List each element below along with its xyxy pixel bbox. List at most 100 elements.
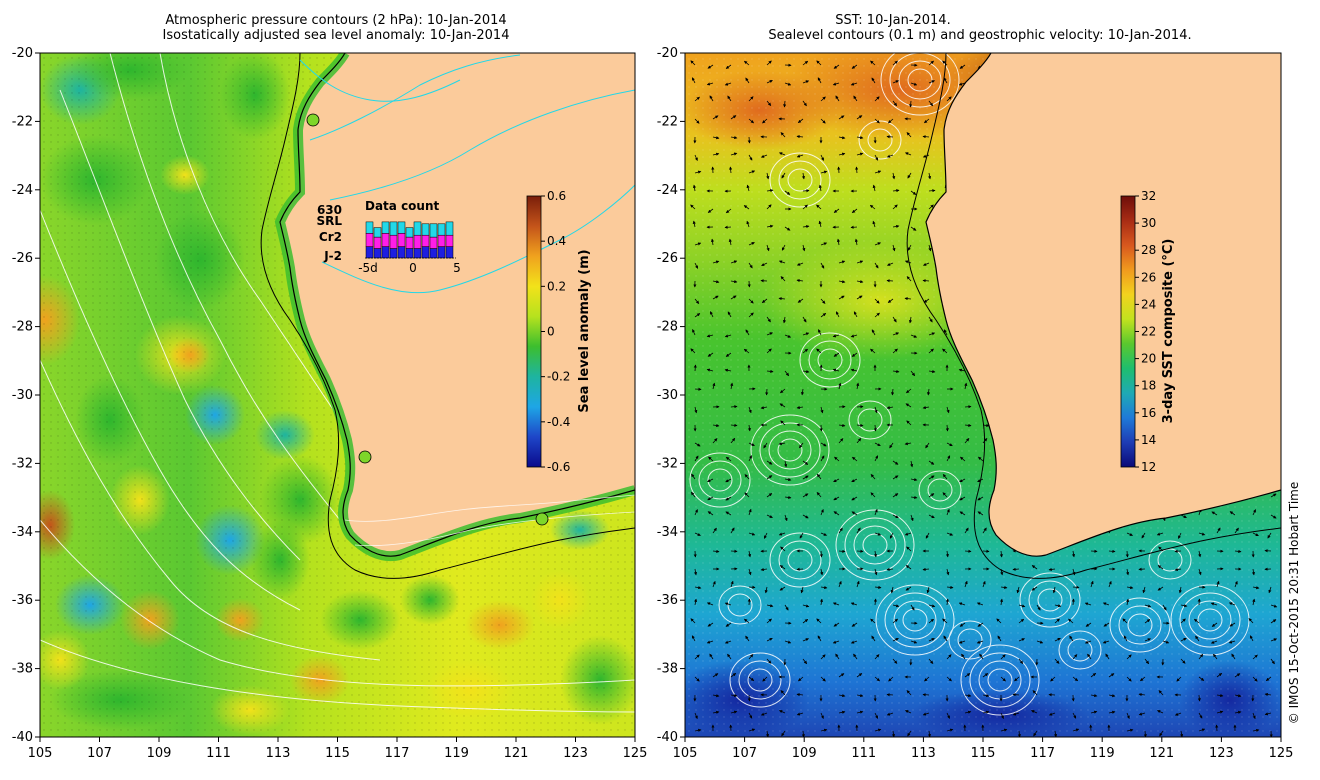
left-lon-tick-label: 123 — [563, 746, 588, 761]
data-count-bar-cr2 — [429, 236, 438, 249]
velocity-arrow — [964, 710, 972, 714]
velocity-arrow — [871, 635, 876, 642]
velocity-arrow — [886, 567, 894, 571]
velocity-arrow — [766, 188, 774, 193]
sea-level-contour — [799, 332, 861, 388]
velocity-arrow — [1084, 640, 1092, 644]
velocity-arrow — [725, 352, 732, 357]
velocity-arrow — [819, 550, 823, 558]
right-lon-tick-label: 125 — [1269, 746, 1294, 761]
velocity-arrow — [748, 442, 755, 446]
velocity-arrow — [835, 311, 840, 318]
velocity-arrow — [1090, 710, 1098, 714]
velocity-arrow — [905, 710, 912, 714]
velocity-arrow — [833, 208, 840, 213]
velocity-arrow — [1054, 658, 1060, 664]
velocity-arrow — [816, 618, 822, 624]
velocity-arrow — [725, 496, 732, 501]
velocity-arrow — [727, 311, 732, 318]
velocity-arrow — [729, 166, 733, 174]
data-count-title: Data count — [365, 199, 440, 213]
velocity-arrow — [958, 640, 966, 644]
velocity-arrow — [871, 77, 876, 84]
velocity-arrow — [943, 329, 948, 336]
velocity-arrow — [999, 598, 1004, 606]
right-lat-ticks: -20 -22 -24 -26 -28 -30 -32 -34 -36 -38 -40 — [657, 46, 685, 745]
velocity-arrow — [1126, 568, 1130, 576]
velocity-arrow — [690, 618, 696, 624]
velocity-arrow — [905, 586, 912, 591]
velocity-arrow — [851, 208, 858, 214]
velocity-arrow — [745, 635, 750, 642]
velocity-arrow — [1031, 565, 1038, 570]
velocity-arrow — [820, 242, 828, 246]
left-lat-ticks: -20 -22 -24 -26 -28 -30 -32 -34 -36 -38 -40 — [12, 46, 40, 745]
velocity-arrow — [712, 382, 716, 390]
velocity-arrow — [797, 676, 804, 682]
velocity-arrow — [892, 475, 899, 480]
velocity-arrow — [961, 653, 966, 660]
velocity-arrow — [928, 244, 932, 252]
velocity-arrow — [1180, 618, 1186, 624]
left-lon-tick-label: 115 — [325, 746, 350, 761]
sea-level-contour — [759, 422, 821, 478]
velocity-arrow — [1108, 710, 1116, 714]
velocity-arrow — [766, 618, 772, 624]
velocity-arrow — [892, 316, 897, 323]
velocity-arrow — [1138, 692, 1146, 697]
velocity-arrow — [945, 550, 950, 558]
velocity-arrow — [760, 406, 768, 410]
velocity-arrow — [802, 60, 809, 66]
velocity-arrow — [802, 638, 809, 642]
velocity-arrow — [748, 96, 754, 102]
sea-level-anomaly-map — [40, 53, 635, 737]
data-count-bar-cr2 — [389, 234, 398, 249]
velocity-arrow — [1234, 527, 1239, 534]
velocity-arrow — [766, 475, 773, 480]
velocity-arrow — [748, 406, 752, 414]
velocity-arrow — [748, 298, 754, 304]
velocity-arrow — [1178, 586, 1182, 594]
velocity-arrow — [766, 332, 773, 336]
velocity-arrow — [778, 532, 786, 536]
velocity-arrow — [1252, 598, 1256, 606]
velocity-arrow — [959, 456, 966, 462]
right-lat-tick-label: -20 — [657, 46, 678, 61]
velocity-arrow — [802, 658, 808, 665]
velocity-arrow — [1143, 730, 1147, 737]
velocity-arrow — [892, 332, 900, 336]
velocity-arrow — [874, 532, 882, 536]
velocity-arrow — [870, 492, 876, 498]
sla-colorbar: 0.6 0.4 0.2 0 -0.2 -0.4 -0.6 Sea level anomaly… — [526, 189, 592, 474]
data-count-bar-j2 — [365, 246, 374, 259]
velocity-arrow — [778, 260, 786, 264]
velocity-arrow — [748, 242, 755, 246]
velocity-arrow — [928, 618, 935, 624]
velocity-arrow — [851, 496, 858, 501]
velocity-arrow — [781, 244, 786, 251]
velocity-arrow — [874, 170, 882, 174]
velocity-arrow — [745, 329, 750, 336]
velocity-arrow — [889, 442, 894, 449]
velocity-arrow — [706, 82, 714, 86]
left-lat-tick-label: -40 — [12, 730, 33, 745]
velocity-arrow — [820, 442, 827, 447]
velocity-arrow — [800, 586, 804, 594]
velocity-arrow — [707, 478, 714, 482]
velocity-arrow — [838, 136, 846, 140]
sea-level-contour — [1028, 580, 1072, 620]
velocity-arrow — [1268, 586, 1272, 594]
velocity-arrow — [784, 495, 792, 500]
velocity-arrow — [820, 654, 826, 660]
velocity-arrow — [1108, 673, 1115, 678]
sea-level-contour — [1188, 600, 1232, 640]
velocity-arrow — [856, 423, 864, 427]
velocity-arrow — [691, 635, 696, 642]
velocity-arrow — [765, 388, 769, 396]
velocity-arrow — [959, 478, 966, 483]
velocity-arrow — [925, 442, 930, 449]
sst-colorbar-tick-label: 16 — [1141, 406, 1156, 420]
velocity-arrow — [910, 82, 918, 86]
velocity-arrow — [747, 598, 751, 606]
velocity-arrow — [724, 368, 732, 372]
